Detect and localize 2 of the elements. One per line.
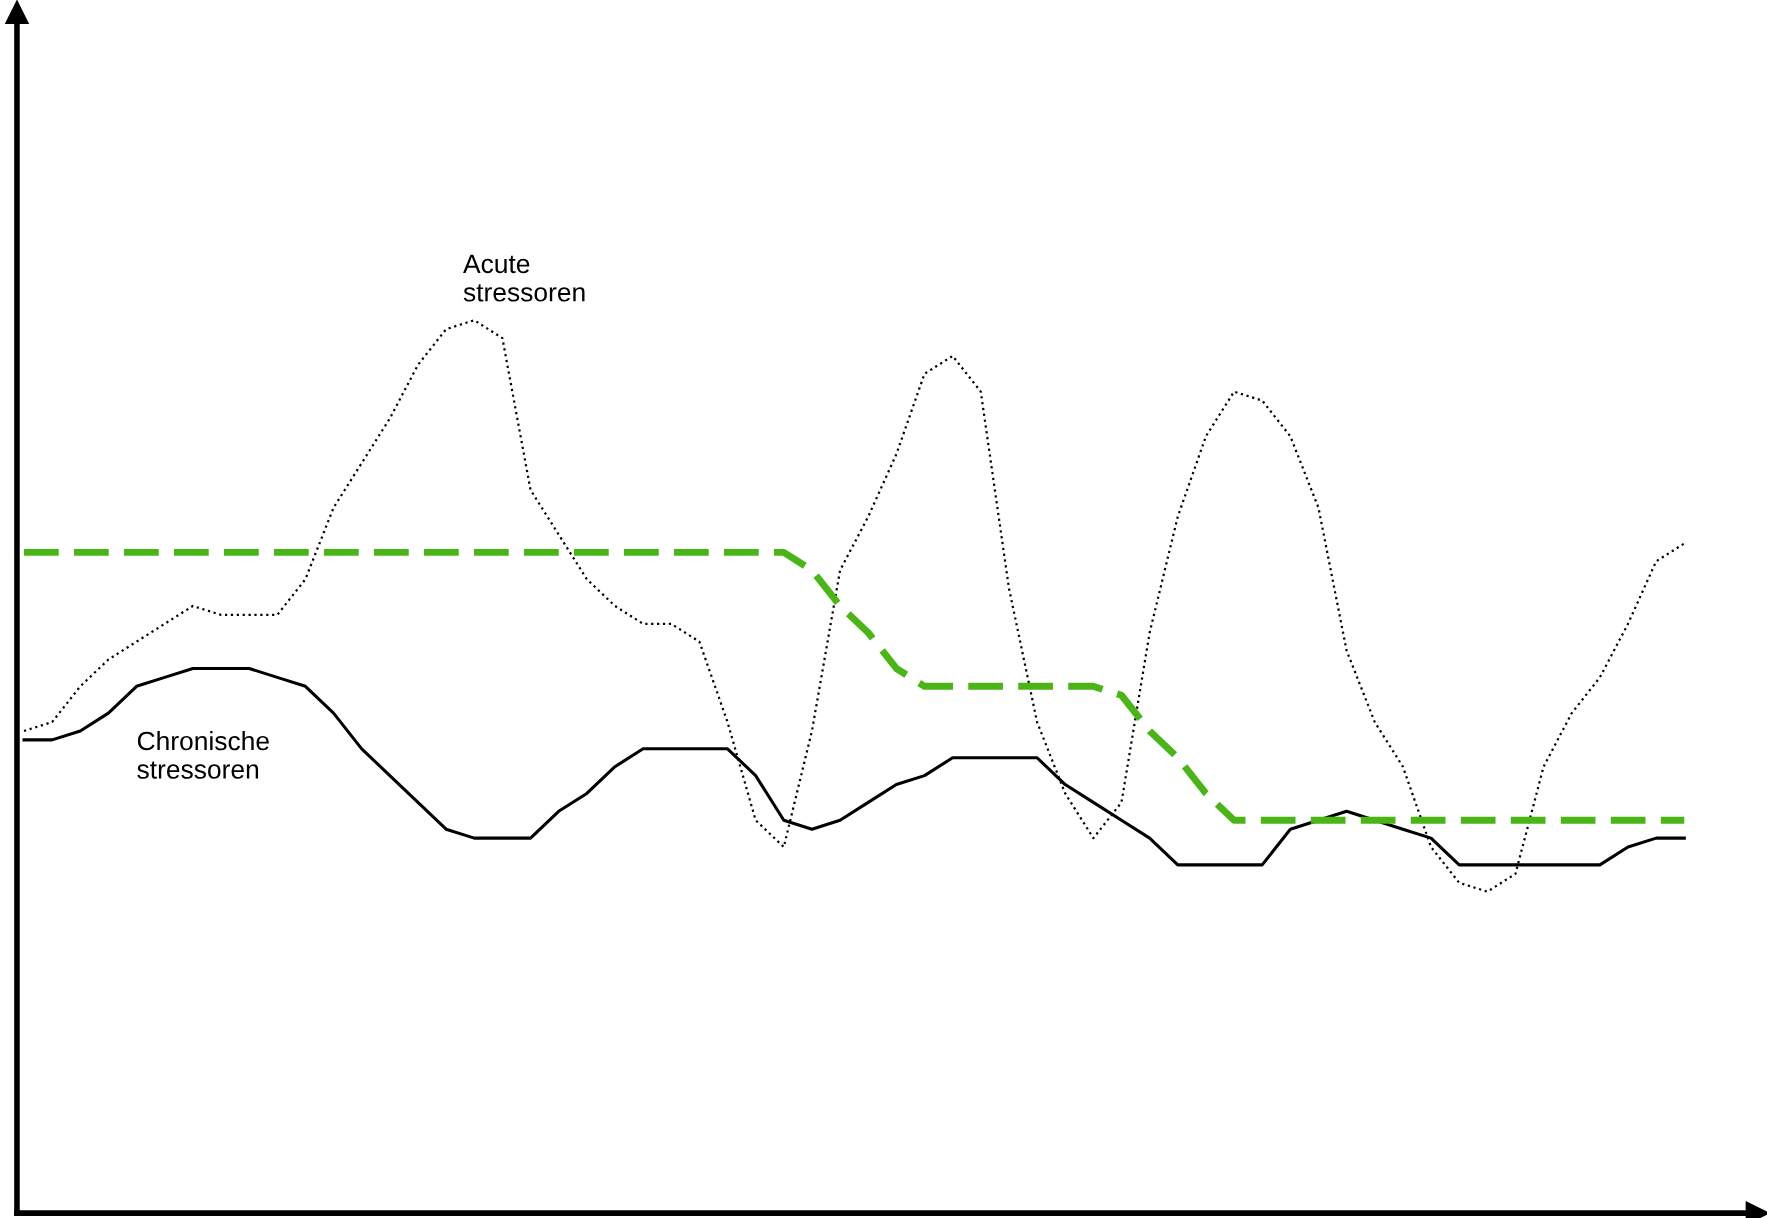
series-label: Chronische stressoren	[137, 730, 269, 779]
series-label: Acute stressoren	[463, 254, 585, 302]
